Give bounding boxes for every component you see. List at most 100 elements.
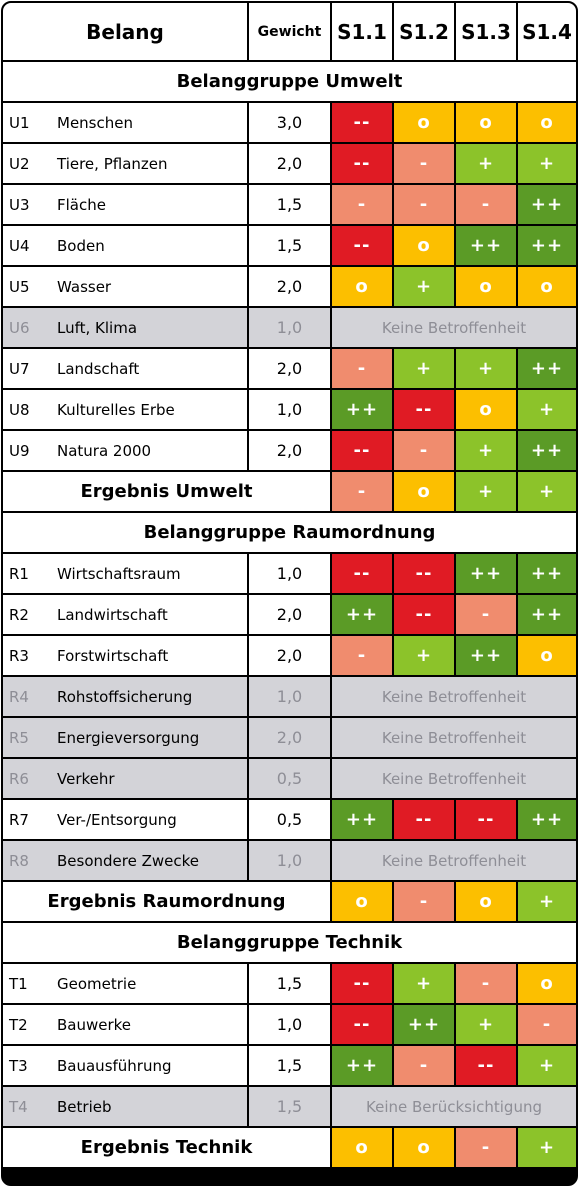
belang-cell: T1 Geometrie xyxy=(3,964,247,1003)
score-cell: ++ xyxy=(518,431,576,470)
result-label: Ergebnis Umwelt xyxy=(3,472,330,511)
score-cell: ++ xyxy=(518,800,576,839)
weight-cell: 2,0 xyxy=(249,718,330,757)
score-cell: -- xyxy=(394,554,454,593)
score-cell: o xyxy=(456,882,516,921)
belang-cell: U8 Kulturelles Erbe xyxy=(3,390,247,429)
belang-code: R8 xyxy=(9,851,29,870)
score-cell: - xyxy=(394,1046,454,1085)
score-cell: - xyxy=(332,349,392,388)
score-cell: + xyxy=(394,349,454,388)
column-header-s14: S1.4 xyxy=(518,3,576,60)
score-cell: ++ xyxy=(456,226,516,265)
belang-code: T4 xyxy=(9,1097,28,1116)
score-cell: - xyxy=(332,636,392,675)
belang-code: R5 xyxy=(9,728,29,747)
score-cell: - xyxy=(456,1128,516,1167)
item-row: R8 Besondere Zwecke 1,0 Keine Betroffenheit xyxy=(3,841,576,880)
no-impact-note: Keine Betroffenheit xyxy=(332,759,576,798)
weight-cell: 2,0 xyxy=(249,595,330,634)
weight-cell: 1,5 xyxy=(249,964,330,1003)
score-cell: + xyxy=(394,964,454,1003)
belang-code: U9 xyxy=(9,441,30,460)
score-cell: -- xyxy=(332,964,392,1003)
weight-cell: 1,0 xyxy=(249,1005,330,1044)
item-row: R3 Forstwirtschaft 2,0- + ++ o xyxy=(3,636,576,675)
belang-cell: R5 Energieversorgung xyxy=(3,718,247,757)
weight-cell: 2,0 xyxy=(249,636,330,675)
weight-cell: 3,0 xyxy=(249,103,330,142)
belang-name: Fläche xyxy=(57,195,106,214)
result-row: Ergebnis Raumordnung o - o + xyxy=(3,882,576,921)
belang-code: U4 xyxy=(9,236,30,255)
score-cell: - xyxy=(394,144,454,183)
score-cell: + xyxy=(456,144,516,183)
score-cell: o xyxy=(394,472,454,511)
item-row: R2 Landwirtschaft 2,0 ++ -- - ++ xyxy=(3,595,576,634)
score-cell: + xyxy=(456,472,516,511)
belang-code: U3 xyxy=(9,195,30,214)
belang-cell: U2 Tiere, Pflanzen xyxy=(3,144,247,183)
belang-cell: U5 Wasser xyxy=(3,267,247,306)
belang-name: Verkehr xyxy=(57,769,115,788)
score-cell: -- xyxy=(394,800,454,839)
score-cell: -- xyxy=(394,595,454,634)
belang-name: Energieversorgung xyxy=(57,728,200,747)
group-row: Belanggruppe Technik xyxy=(3,923,576,962)
score-cell: o xyxy=(518,636,576,675)
score-cell: - xyxy=(456,964,516,1003)
belang-name: Kulturelles Erbe xyxy=(57,400,175,419)
belang-name: Menschen xyxy=(57,113,133,132)
belang-code: U8 xyxy=(9,400,30,419)
belang-code: U7 xyxy=(9,359,30,378)
belang-code: R1 xyxy=(9,564,29,583)
belang-name: Wirtschaftsraum xyxy=(57,564,181,583)
weight-cell: 2,0 xyxy=(249,349,330,388)
score-cell: + xyxy=(456,349,516,388)
score-cell: ++ xyxy=(518,554,576,593)
belang-cell: R6 Verkehr xyxy=(3,759,247,798)
weight-cell: 1,0 xyxy=(249,308,330,347)
belang-cell: U4 Boden xyxy=(3,226,247,265)
item-row: R4 Rohstoffsicherung 1,0 Keine Betroffenhei… xyxy=(3,677,576,716)
score-cell: - xyxy=(394,185,454,224)
score-cell: ++ xyxy=(518,185,576,224)
score-cell: o xyxy=(332,1128,392,1167)
result-label: Ergebnis Raumordnung xyxy=(3,882,330,921)
score-cell: - xyxy=(332,472,392,511)
belang-code: U6 xyxy=(9,318,30,337)
weight-cell: 2,0 xyxy=(249,144,330,183)
belang-name: Rohstoffsicherung xyxy=(57,687,193,706)
weight-cell: 1,0 xyxy=(249,390,330,429)
belang-cell: U6 Luft, Klima xyxy=(3,308,247,347)
item-row: U4 Boden 1,5 -- o ++ ++ xyxy=(3,226,576,265)
belang-name: Landwirtschaft xyxy=(57,605,168,624)
group-row: Belanggruppe Raumordnung xyxy=(3,513,576,552)
weight-cell: 0,5 xyxy=(249,800,330,839)
belang-code: R4 xyxy=(9,687,29,706)
weight-cell: 2,0 xyxy=(249,267,330,306)
weight-cell: 1,5 xyxy=(249,1087,330,1126)
weight-cell: 2,0 xyxy=(249,431,330,470)
score-cell: - xyxy=(456,595,516,634)
column-header-gewicht: Gewicht xyxy=(249,3,330,60)
result-row: Ergebnis Umwelt - o + + xyxy=(3,472,576,511)
item-row: R1 Wirtschaftsraum 1,0 -- -- ++ ++ xyxy=(3,554,576,593)
belang-code: U2 xyxy=(9,154,30,173)
weight-cell: 1,0 xyxy=(249,677,330,716)
belang-cell: R4 Rohstoffsicherung xyxy=(3,677,247,716)
score-cell: -- xyxy=(332,554,392,593)
score-cell: ++ xyxy=(332,390,392,429)
score-cell: -- xyxy=(332,103,392,142)
group-row: Belanggruppe Umwelt xyxy=(3,62,576,101)
weight-cell: 1,0 xyxy=(249,841,330,880)
belang-cell: R8 Besondere Zwecke xyxy=(3,841,247,880)
belang-cell: U7 Landschaft xyxy=(3,349,247,388)
belang-name: Wasser xyxy=(57,277,112,296)
score-cell: -- xyxy=(456,800,516,839)
group-title: Belanggruppe Umwelt xyxy=(3,62,576,101)
score-cell: ++ xyxy=(332,595,392,634)
score-cell: + xyxy=(518,472,576,511)
no-impact-note: Keine Betroffenheit xyxy=(332,308,576,347)
score-cell: ++ xyxy=(518,349,576,388)
